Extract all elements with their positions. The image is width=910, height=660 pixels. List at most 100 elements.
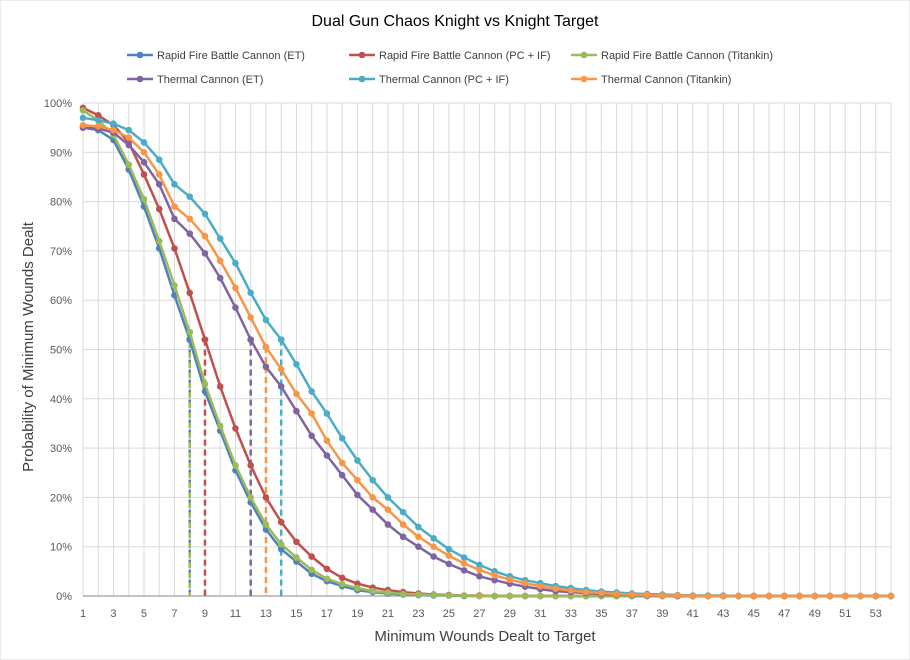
data-point	[140, 149, 148, 156]
chart-title: Dual Gun Chaos Knight vs Knight Target	[312, 13, 600, 30]
data-point	[110, 126, 117, 134]
x-tick-label: 41	[687, 608, 699, 620]
data-point	[277, 545, 285, 553]
data-point	[765, 592, 773, 600]
data-point	[338, 459, 346, 467]
data-point	[369, 587, 376, 595]
data-point	[186, 215, 194, 223]
data-point	[689, 592, 697, 600]
series	[79, 121, 895, 600]
data-point	[415, 533, 422, 541]
data-point	[613, 590, 620, 598]
y-tick-label: 30%	[50, 443, 72, 455]
data-point	[308, 388, 315, 395]
data-point	[94, 122, 102, 130]
y-tick-label: 0%	[56, 591, 72, 603]
data-point	[643, 591, 651, 599]
x-tick-label: 1	[80, 608, 86, 620]
data-point	[430, 591, 437, 599]
data-point	[262, 343, 270, 351]
data-point	[460, 592, 468, 599]
data-point	[857, 592, 864, 600]
y-tick-label: 10%	[50, 542, 72, 554]
data-point	[171, 215, 178, 223]
y-tick-label: 40%	[50, 394, 72, 406]
data-point	[155, 171, 163, 178]
data-point	[323, 565, 331, 573]
legend-swatch-marker	[136, 75, 144, 83]
data-point	[216, 235, 224, 242]
x-tick-label: 37	[626, 608, 638, 620]
data-point	[216, 422, 224, 430]
data-point	[171, 282, 178, 289]
data-point	[140, 195, 148, 203]
legend-item: Rapid Fire Battle Cannon (Titankin)	[571, 50, 773, 62]
data-point	[704, 592, 712, 600]
x-tick-label: 13	[260, 608, 272, 620]
data-point	[735, 592, 742, 600]
data-point	[247, 494, 254, 501]
data-point	[308, 553, 315, 560]
data-point	[460, 567, 468, 574]
data-point	[582, 588, 590, 596]
data-point	[308, 432, 315, 440]
data-point	[186, 289, 194, 297]
data-point	[674, 592, 681, 599]
data-point	[491, 571, 498, 579]
data-point	[537, 582, 544, 590]
data-point	[186, 230, 194, 237]
data-point	[552, 585, 559, 592]
data-point	[155, 237, 163, 245]
data-point	[445, 592, 453, 599]
x-tick-label: 7	[171, 608, 177, 620]
data-point	[354, 457, 361, 464]
legend-swatch-marker	[580, 51, 588, 59]
legend-swatch-marker	[358, 75, 366, 83]
data-point	[338, 434, 346, 442]
data-point	[262, 521, 270, 528]
legend-swatch-marker	[136, 51, 144, 59]
x-tick-label: 9	[202, 608, 208, 620]
data-point	[628, 591, 636, 598]
x-axis-tick-labels: 1 3 5 7 9 11 13 15 17 19 21 23 25 27 29 31 33 35 37 39 41 43 4…	[80, 608, 882, 620]
data-point	[262, 316, 270, 324]
data-point	[79, 107, 87, 114]
y-tick-label: 100%	[44, 98, 72, 110]
data-point	[323, 452, 331, 459]
data-point	[720, 592, 727, 600]
data-point	[369, 476, 376, 484]
data-point	[125, 141, 133, 149]
x-tick-label: 15	[290, 608, 302, 620]
data-point	[521, 592, 529, 600]
data-point	[277, 383, 285, 390]
data-point	[155, 205, 163, 213]
data-point	[811, 592, 819, 600]
data-point	[216, 274, 224, 282]
data-point	[384, 521, 392, 528]
data-point	[338, 574, 346, 582]
data-point	[201, 380, 209, 388]
data-point	[445, 560, 453, 568]
data-point	[293, 390, 300, 398]
data-point	[537, 592, 544, 600]
y-axis-tick-labels: 0% 10% 20% 30% 40% 50% 60% 70% 80% 90% 100%	[44, 98, 72, 603]
legend-swatch-marker	[358, 51, 366, 59]
data-point	[155, 156, 163, 163]
data-point	[430, 535, 437, 542]
data-point	[399, 533, 407, 541]
legend-swatch-marker	[580, 75, 588, 83]
data-point	[216, 257, 224, 265]
data-point	[887, 592, 895, 600]
data-point	[110, 120, 117, 128]
x-tick-label: 27	[473, 608, 485, 620]
x-tick-label: 35	[595, 608, 607, 620]
data-point	[506, 576, 514, 584]
data-point	[491, 592, 498, 600]
data-point	[415, 591, 422, 598]
data-point	[841, 592, 849, 600]
x-tick-label: 17	[321, 608, 333, 620]
data-point	[476, 572, 483, 580]
data-point	[155, 181, 163, 188]
data-point	[476, 561, 483, 569]
y-tick-label: 80%	[50, 197, 72, 209]
